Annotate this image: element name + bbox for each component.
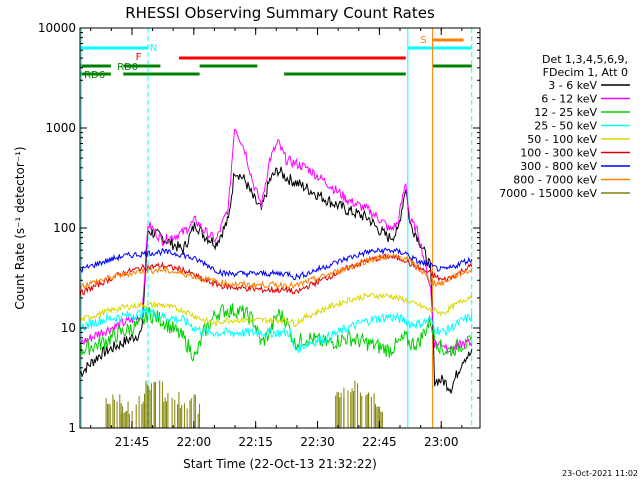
legend-label: 800 - 7000 keV — [513, 174, 597, 187]
footer-date: 23-Oct-2021 11:02 — [562, 469, 638, 478]
x-tick-label: 22:45 — [362, 435, 397, 449]
legend-label: 25 - 50 keV — [534, 120, 597, 133]
flag-label: RD0 — [117, 62, 138, 73]
axes: 1 10 100 1000 10000 21:45 22:00 22:15 22:30 22:45… — [38, 21, 481, 449]
legend-label: 50 - 100 keV — [527, 133, 597, 146]
series-line-4 — [79, 292, 473, 328]
y-tick-label: 1 — [68, 421, 76, 435]
chart-title: RHESSI Observing Summary Count Rates — [125, 4, 435, 22]
y-tick-label: 10 — [61, 321, 76, 335]
y-tick-label: 10000 — [38, 21, 76, 35]
legend-label: 7000 - 15000 keV — [499, 187, 597, 200]
flag-label: N — [150, 43, 157, 54]
legend-label: 300 - 800 keV — [520, 160, 597, 173]
legend-label: 3 - 6 keV — [548, 79, 597, 92]
legend-label: 12 - 25 keV — [534, 106, 597, 119]
x-axis-label: Start Time (22-Oct-13 21:32:22) — [183, 457, 377, 471]
series-line-1 — [79, 128, 473, 354]
series-line-2 — [79, 303, 473, 362]
series-line-7 — [79, 253, 473, 290]
x-tick-label: 21:45 — [115, 435, 150, 449]
series-layer — [79, 128, 473, 428]
flag-label: S — [420, 35, 426, 46]
x-tick-label: 22:15 — [238, 435, 273, 449]
flag-label: F — [136, 52, 142, 63]
y-tick-label: 100 — [53, 221, 76, 235]
legend: Det 1,3,4,5,6,9,FDecim 1, Att 03 - 6 keV… — [499, 53, 630, 200]
plot-frame — [79, 27, 481, 429]
legend-label: 6 - 12 keV — [541, 93, 597, 106]
x-tick-label: 22:30 — [300, 435, 335, 449]
legend-header-line: FDecim 1, Att 0 — [543, 66, 628, 79]
series-line-3 — [79, 306, 473, 353]
x-tick-label: 22:00 — [177, 435, 212, 449]
flag-label: RD6 — [84, 70, 105, 81]
legend-label: 100 - 300 keV — [520, 147, 597, 160]
series-line-0 — [79, 166, 473, 394]
x-tick-label: 23:00 — [424, 435, 459, 449]
y-axis-label: Count Rate (s⁻¹ detector⁻¹) — [13, 146, 27, 309]
series-line-6 — [79, 247, 473, 281]
series-line-5 — [79, 253, 473, 297]
legend-header-line: Det 1,3,4,5,6,9, — [542, 53, 628, 66]
y-tick-label: 1000 — [45, 121, 76, 135]
